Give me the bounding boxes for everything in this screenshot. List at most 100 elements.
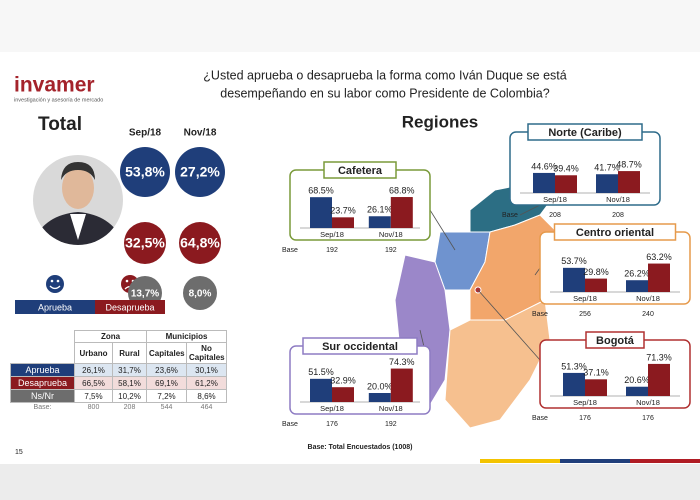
bar — [390, 368, 413, 402]
base-row: Base: 800 208 544 464 — [11, 403, 227, 413]
category-label: Sep/18 — [320, 230, 344, 239]
value-label: 32.9% — [330, 376, 356, 386]
region-tag — [585, 331, 645, 349]
total-circle — [124, 222, 166, 264]
value-label: 51.5% — [308, 367, 334, 377]
row-label: Desaprueba — [10, 376, 75, 390]
category-label: Nov/18 — [606, 195, 630, 204]
cell: 7,2% — [146, 389, 188, 403]
bar — [563, 372, 585, 396]
base-cell: 208 — [123, 404, 136, 411]
base-label: Base — [502, 212, 518, 219]
bar — [310, 197, 332, 228]
footnote: Base: Total Encuestados (1008) — [308, 444, 413, 451]
category-label: Sep/18 — [543, 195, 567, 204]
data-row: Ns/Nr 7,5% 10,2% 7,2% 8,6% — [10, 389, 228, 403]
column-row: Urbano Rural Capitales No Capitales — [11, 342, 228, 364]
total-circle — [179, 222, 221, 264]
group-header: Zona — [73, 330, 148, 343]
base-value: 208 — [612, 212, 624, 219]
row-label: Ns/Nr — [10, 389, 75, 403]
cell: 10,2% — [111, 389, 148, 403]
total-heading: Total — [38, 114, 82, 135]
value-label: 48.7% — [616, 159, 642, 169]
title: desempeñando en su labor como Presidente… — [220, 86, 549, 100]
cell: 69,1% — [146, 376, 188, 390]
column-header: Urbano — [74, 342, 113, 364]
region-title: Norte (Caribe) — [548, 127, 622, 139]
region-tag — [323, 161, 397, 179]
value-label: 41.7% — [594, 163, 620, 173]
bar — [596, 174, 618, 193]
base-value: 192 — [385, 247, 397, 254]
bar — [555, 175, 577, 193]
bar — [648, 263, 670, 292]
region-title: Centro oriental — [576, 227, 654, 239]
region-title: Bogotá — [596, 335, 635, 347]
legend-box — [95, 300, 165, 314]
region-tag — [527, 123, 643, 141]
total-value: 8,0% — [189, 289, 212, 300]
blank-cell — [11, 343, 75, 364]
legend-label: Desaprueba — [105, 302, 154, 312]
bar — [390, 197, 413, 228]
cell: 61,2% — [186, 376, 228, 390]
category-label: Nov/18 — [379, 404, 403, 413]
value-label: 37.1% — [583, 368, 609, 378]
results-table: Zona Municipios Urbano Rural Capitales No Cap… — [10, 330, 228, 413]
total-circle — [120, 147, 170, 197]
cell: 31,7% — [111, 363, 148, 377]
bar — [533, 172, 555, 193]
bar — [332, 217, 354, 228]
bar — [618, 171, 640, 193]
regions-heading: Regiones — [402, 112, 479, 131]
bar — [368, 393, 391, 402]
cell: 7,5% — [74, 389, 113, 403]
base-label: Base — [532, 311, 548, 318]
value-label: 71.3% — [646, 352, 672, 362]
category-label: Sep/18 — [573, 294, 597, 303]
base-value: 208 — [549, 212, 561, 219]
legend-label: Aprueba — [38, 302, 72, 312]
region-title: Cafetera — [338, 165, 383, 177]
cell: 58,1% — [111, 376, 148, 390]
bar — [332, 387, 354, 402]
cell: 23,6% — [146, 363, 188, 377]
value-label: 63.2% — [646, 252, 672, 262]
bar — [368, 216, 391, 228]
base-value: 176 — [326, 421, 338, 428]
region-tag — [553, 223, 677, 241]
cell: 66,5% — [74, 376, 113, 390]
bar — [648, 363, 670, 396]
category-label: Nov/18 — [636, 398, 660, 407]
top-band — [0, 0, 700, 52]
value-label: 51.3% — [561, 361, 587, 371]
value-label: 29.8% — [583, 267, 609, 277]
bar — [310, 378, 332, 402]
value-label: 53.7% — [561, 256, 587, 266]
base-value: 176 — [642, 415, 654, 422]
flag-yellow — [480, 459, 560, 463]
category-label: Nov/18 — [379, 230, 403, 239]
logo: invamer — [14, 74, 95, 97]
bar — [563, 267, 585, 292]
base-value: 192 — [326, 247, 338, 254]
column-header: Rural — [111, 342, 148, 364]
row-label: Aprueba — [10, 363, 75, 377]
cell: 30,1% — [186, 363, 228, 377]
bar — [626, 386, 648, 396]
base-value: 176 — [579, 415, 591, 422]
group-row: Zona Municipios — [11, 330, 228, 343]
total-circle — [175, 147, 225, 197]
base-label: Base — [282, 247, 298, 254]
column-header: Capitales — [146, 342, 188, 364]
value-label: 20.6% — [624, 375, 650, 385]
group-header: Municipios — [146, 330, 228, 343]
base-value: 240 — [642, 311, 654, 318]
base-value: 192 — [385, 421, 397, 428]
period-label: Sep/18 — [129, 128, 162, 139]
value-label: 26.1% — [367, 205, 393, 215]
logo-tagline: investigación y asesoría de mercado — [14, 97, 103, 103]
